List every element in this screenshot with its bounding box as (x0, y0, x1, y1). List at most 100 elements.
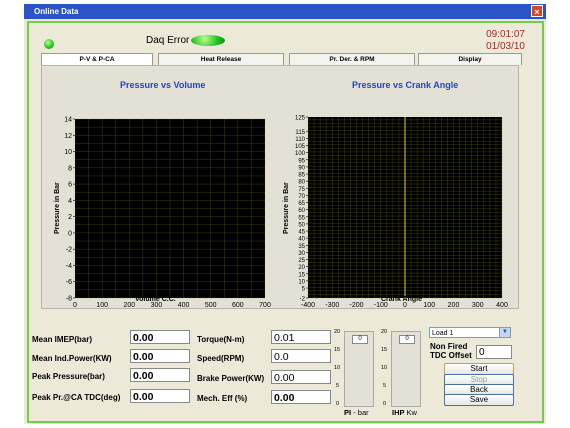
tab-display[interactable]: Display (418, 53, 522, 65)
mech-eff-label: Mech. Eff (%) (197, 394, 248, 403)
y-tick-label: 55 (298, 215, 305, 221)
load-select-value: Load 1 (432, 330, 454, 337)
brake-power-value: 0.00 (271, 370, 331, 384)
y-tick-label: 65 (298, 201, 305, 207)
mean-ind-power-label: Mean Ind.Power(KW) (32, 354, 112, 363)
y-tick-label: 15 (298, 272, 305, 278)
pv-chart-title: Pressure vs Volume (120, 80, 206, 90)
y-tick-label: 40 (298, 237, 305, 243)
clock-time: 09:01:07 (486, 29, 525, 40)
pi-meter: 0 (344, 331, 374, 407)
x-tick-label: -200 (349, 302, 363, 308)
peak-pressure-label: Peak Pressure(bar) (32, 372, 105, 381)
x-tick-label: 500 (205, 302, 217, 308)
daq-error-indicator-icon (191, 35, 225, 46)
speed-label: Speed(RPM) (197, 354, 245, 363)
y-tick-label: 45 (298, 230, 305, 236)
x-tick-label: 300 (151, 302, 163, 308)
mean-ind-power-value: 0.00 (130, 349, 190, 363)
pi-meter-value: 0 (352, 335, 368, 344)
y-tick-label: 105 (295, 144, 306, 150)
clock-display: 09:01:07 01/03/10 (465, 29, 525, 53)
pca-x-axis-label: Crank Angle (381, 296, 422, 303)
y-tick-label: -2 (300, 297, 306, 303)
y-tick-label: -6 (66, 279, 72, 286)
x-tick-label: 400 (178, 302, 190, 308)
tab-heat-release[interactable]: Heat Release (158, 53, 284, 65)
y-tick-label: 100 (295, 151, 306, 157)
y-tick-label: 0 (68, 230, 72, 237)
mean-imep-value: 0.00 (130, 330, 190, 344)
save-button[interactable]: Save (444, 394, 514, 406)
x-tick-label: 100 (96, 302, 108, 308)
ihp-meter-value: 0 (399, 335, 415, 344)
y-tick-label: 115 (295, 130, 305, 136)
ihp-meter-title: IHP Kw (392, 408, 417, 417)
pi-tick: 15 (334, 347, 341, 353)
tab-pv-pca[interactable]: P-V & P-CA (41, 53, 153, 65)
chevron-down-icon[interactable]: ▼ (499, 328, 510, 337)
x-tick-label: 100 (423, 302, 435, 308)
y-tick-label: 10 (298, 279, 305, 285)
ihp-unit: Kw (406, 408, 417, 417)
y-tick-label: 5 (302, 287, 306, 293)
pi-tick: 20 (334, 329, 341, 335)
mean-imep-label: Mean IMEP(bar) (32, 335, 93, 344)
close-button[interactable]: × (531, 5, 543, 17)
main-window: Online Data × Daq Error 09:01:07 01/03/1… (24, 4, 546, 424)
x-tick-label: 0 (403, 302, 407, 308)
tdc-offset-input[interactable]: 0 (476, 345, 512, 359)
speed-value: 0.0 (271, 349, 331, 363)
x-tick-label: 0 (73, 302, 77, 308)
y-tick-label: 85 (298, 173, 305, 179)
x-tick-label: 200 (448, 302, 460, 308)
y-tick-label: -2 (66, 247, 72, 254)
pi-tick: 5 (336, 383, 340, 389)
y-tick-label: 12 (64, 133, 72, 140)
y-tick-label: 50 (298, 222, 305, 228)
y-tick-label: 14 (64, 117, 72, 124)
y-tick-label: 70 (298, 194, 305, 200)
y-tick-label: 95 (298, 158, 305, 164)
y-tick-label: -8 (66, 296, 72, 303)
ihp-tick: 20 (381, 329, 388, 335)
y-tick-label: 75 (298, 187, 305, 193)
status-led-icon (44, 39, 54, 49)
tab-panel: Pressure vs Volume Pressure vs Crank Ang… (41, 65, 519, 309)
ihp-meter: 0 (391, 331, 421, 407)
non-fired-label: Non Fired (430, 342, 468, 351)
y-tick-label: 60 (298, 208, 305, 214)
x-tick-label: 400 (496, 302, 508, 308)
brake-power-label: Brake Power(KW) (197, 374, 265, 383)
title-bar: Online Data × (24, 4, 546, 19)
y-tick-label: 2 (68, 214, 72, 221)
y-tick-label: 25 (298, 258, 305, 264)
x-tick-label: 300 (472, 302, 484, 308)
y-tick-label: 20 (298, 265, 305, 271)
load-select[interactable]: Load 1 ▼ (429, 327, 511, 338)
y-tick-label: 110 (295, 137, 305, 143)
ihp-tick: 0 (383, 401, 387, 407)
ihp-title: IHP (392, 408, 405, 417)
x-tick-label: 600 (232, 302, 244, 308)
ihp-tick: 10 (381, 365, 388, 371)
pi-tick: 10 (334, 365, 341, 371)
x-tick-label: -300 (325, 302, 339, 308)
y-tick-label: 125 (295, 116, 306, 122)
mech-eff-value: 0.00 (271, 390, 331, 404)
peak-pr-ca-label: Peak Pr.@CA TDC(deg) (32, 393, 121, 402)
y-tick-label: 35 (298, 244, 305, 250)
x-tick-label: -400 (301, 302, 315, 308)
y-tick-label: 10 (64, 149, 72, 156)
y-tick-label: -4 (66, 263, 72, 270)
ihp-tick: 5 (383, 383, 387, 389)
pi-tick: 0 (336, 401, 340, 407)
content-frame: Daq Error 09:01:07 01/03/10 P-V & P-CA H… (27, 21, 544, 423)
ihp-tick: 15 (381, 347, 388, 353)
x-tick-label: 700 (259, 302, 271, 308)
y-tick-label: 80 (298, 180, 305, 186)
y-tick-label: 4 (68, 198, 72, 205)
y-tick-label: 8 (68, 165, 72, 172)
y-tick-label: 30 (298, 251, 305, 257)
tab-pr-der-rpm[interactable]: Pr. Der. & RPM (289, 53, 415, 65)
